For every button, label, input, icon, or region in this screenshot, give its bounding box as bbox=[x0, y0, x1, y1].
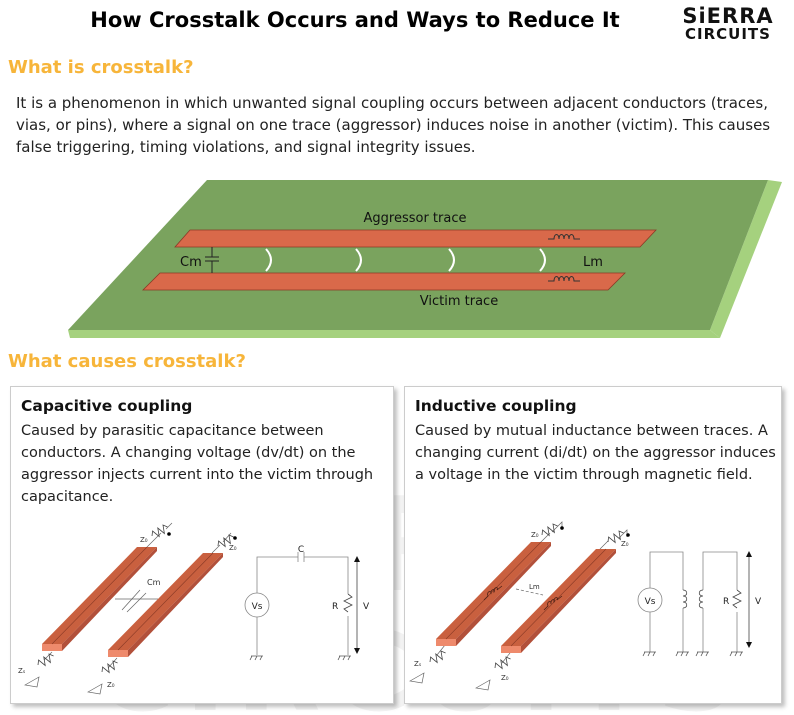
logo-line1: SiERRA bbox=[682, 4, 774, 28]
ground-icon bbox=[249, 655, 264, 661]
resistor-icon bbox=[149, 523, 170, 540]
ground-icon bbox=[695, 651, 710, 657]
z0-label: Z₀ bbox=[621, 540, 629, 548]
section-heading-what-is: What is crosstalk? bbox=[8, 57, 194, 78]
page-title: How Crosstalk Occurs and Ways to Reduce … bbox=[90, 8, 620, 32]
vs-label: Vs bbox=[645, 597, 656, 607]
z0-label: Z₀ bbox=[531, 531, 539, 539]
capacitive-diagram: Z₀ Z₀ Zₛ Z₀ Cm C Vs R V bbox=[18, 522, 370, 695]
section-heading-causes: What causes crosstalk? bbox=[8, 351, 246, 372]
card-title: Capacitive coupling bbox=[21, 397, 193, 415]
inductive-coupling-card: Inductive coupling Caused by mutual indu… bbox=[404, 386, 782, 704]
aggressor-trace bbox=[174, 229, 657, 248]
victim-label: Victim trace bbox=[420, 294, 498, 309]
z0-label: Z₀ bbox=[107, 681, 115, 689]
inductive-diagram: Z₀ Z₀ Zₛ Z₀ Lm Vs R V bbox=[408, 521, 762, 691]
ground-icon bbox=[675, 651, 690, 657]
v-label: V bbox=[363, 602, 370, 612]
z0-label: Z₀ bbox=[501, 674, 509, 682]
pcb-board bbox=[68, 180, 768, 330]
capacitor-icon bbox=[205, 247, 219, 273]
resistor-icon bbox=[35, 652, 56, 669]
inductor-icon bbox=[483, 585, 563, 611]
z0-label: Z₀ bbox=[140, 536, 148, 544]
intro-paragraph: It is a phenomenon in which unwanted sig… bbox=[16, 94, 771, 156]
z0-label: Z₀ bbox=[229, 544, 237, 552]
v-label: V bbox=[755, 597, 762, 607]
lm-label: Lm bbox=[529, 583, 540, 591]
sierra-circuits-logo: SiERRA CIRCUITS bbox=[668, 6, 788, 42]
resistor-icon bbox=[427, 649, 448, 666]
logo-line2: CIRCUITS bbox=[685, 25, 771, 43]
victim-trace bbox=[142, 272, 626, 291]
ground-icon bbox=[337, 655, 352, 661]
card-body: Caused by parasitic capacitance between … bbox=[21, 423, 374, 505]
resistor-icon bbox=[539, 522, 560, 539]
pcb-illustration: Aggressor trace Victim trace Cm Lm bbox=[68, 180, 782, 338]
r-label: R bbox=[723, 597, 729, 607]
board-edge-bottom bbox=[68, 330, 720, 338]
resistor-icon bbox=[99, 659, 120, 676]
cm-label: Cm bbox=[147, 578, 161, 587]
resistor-icon bbox=[492, 655, 513, 672]
board-edge-right bbox=[710, 180, 782, 338]
zs-label: Zₛ bbox=[18, 667, 26, 675]
aggressor-label: Aggressor trace bbox=[364, 211, 467, 226]
cm-label: Cm bbox=[180, 255, 202, 270]
ground-icon bbox=[729, 651, 744, 657]
zs-label: Zₛ bbox=[414, 660, 422, 668]
c-label: C bbox=[298, 545, 304, 555]
coupling-field-lines bbox=[265, 248, 546, 272]
capacitive-coupling-card: Capacitive coupling Caused by parasitic … bbox=[10, 386, 394, 704]
card-body: Caused by mutual inductance between trac… bbox=[415, 423, 776, 483]
ground-icon bbox=[642, 651, 657, 657]
card-title: Inductive coupling bbox=[415, 397, 577, 415]
r-label: R bbox=[332, 602, 338, 612]
lm-label: Lm bbox=[583, 255, 603, 270]
vs-label: Vs bbox=[252, 602, 263, 612]
inductor-icon bbox=[548, 234, 580, 282]
